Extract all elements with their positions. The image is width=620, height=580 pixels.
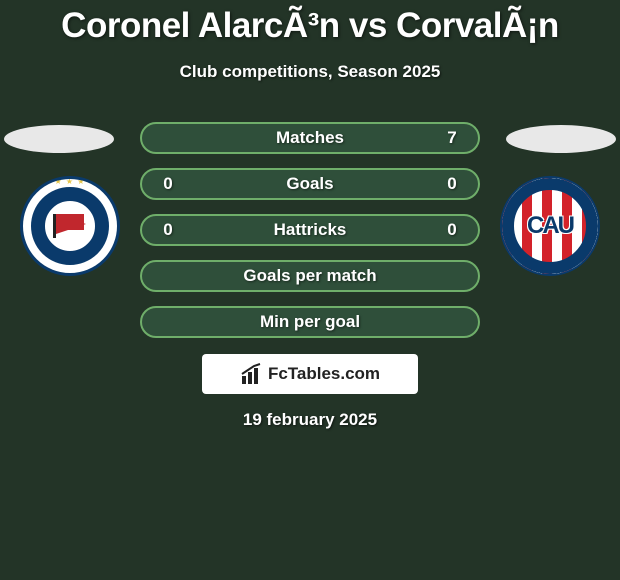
stat-row-goals: 0 Goals 0 bbox=[140, 168, 480, 200]
stat-row-matches: Matches 7 bbox=[140, 122, 480, 154]
page-title: Coronel AlarcÃ³n vs CorvalÃ¡n bbox=[0, 6, 620, 46]
stat-row-gpm: Goals per match bbox=[140, 260, 480, 292]
cau-letters: CAU bbox=[502, 178, 598, 274]
stat-right-value: 0 bbox=[442, 220, 462, 240]
stat-label: Min per goal bbox=[178, 312, 442, 332]
stat-label: Hattricks bbox=[178, 220, 442, 240]
stat-label: Matches bbox=[178, 128, 442, 148]
subtitle: Club competitions, Season 2025 bbox=[0, 62, 620, 82]
left-team-badge: ★ ★ ★ ★ ★ bbox=[20, 176, 120, 276]
stat-right-value: 7 bbox=[442, 128, 462, 148]
stat-left-value: 0 bbox=[158, 220, 178, 240]
cau-badge: CAU bbox=[500, 176, 600, 276]
aaaj-badge: ★ ★ ★ ★ ★ bbox=[20, 176, 120, 276]
branding-box: FcTables.com bbox=[202, 354, 418, 394]
stat-label: Goals bbox=[178, 174, 442, 194]
stat-left-value: 0 bbox=[158, 174, 178, 194]
right-photo-placeholder bbox=[506, 125, 616, 153]
comparison-card: Coronel AlarcÃ³n vs CorvalÃ¡n Club compe… bbox=[0, 0, 620, 580]
date-text: 19 february 2025 bbox=[0, 410, 620, 430]
right-team-badge: CAU bbox=[500, 176, 600, 276]
bar-chart-icon bbox=[240, 362, 264, 386]
stat-right-value: 0 bbox=[442, 174, 462, 194]
stat-row-hattricks: 0 Hattricks 0 bbox=[140, 214, 480, 246]
left-photo-placeholder bbox=[4, 125, 114, 153]
stat-row-mpg: Min per goal bbox=[140, 306, 480, 338]
stat-label: Goals per match bbox=[178, 266, 442, 286]
aaaj-stars-icon: ★ ★ ★ ★ ★ bbox=[23, 177, 117, 186]
pennant-icon bbox=[53, 214, 87, 238]
branding-text: FcTables.com bbox=[268, 364, 380, 384]
